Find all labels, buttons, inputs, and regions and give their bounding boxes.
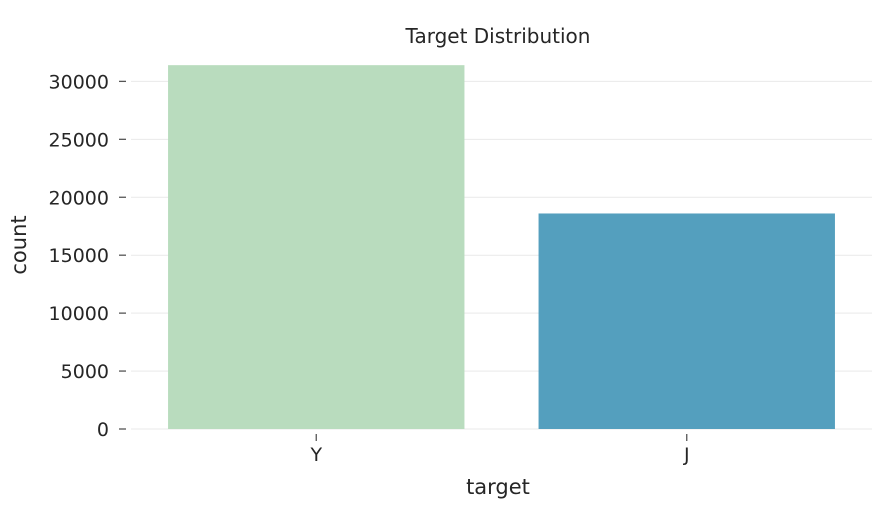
y-axis-label: count: [7, 215, 31, 274]
x-tick-label: Y: [309, 444, 322, 466]
y-tick-label: 20000: [49, 187, 109, 209]
bars: [168, 65, 835, 430]
y-tick-label: 15000: [49, 245, 109, 267]
y-tick-label: 10000: [49, 303, 109, 325]
y-tick-label: 5000: [61, 361, 109, 383]
y-tick-label: 30000: [49, 71, 109, 93]
bar-y: [168, 65, 465, 430]
y-axis: 0 5000 10000 15000 20000 25000 30000: [49, 71, 126, 441]
x-tick-label: J: [683, 444, 690, 466]
y-tick-label: 0: [97, 419, 109, 441]
y-tick-label: 25000: [49, 129, 109, 151]
x-axis-label: target: [466, 475, 530, 499]
chart-title: Target Distribution: [405, 24, 591, 48]
bar-j: [538, 213, 835, 429]
